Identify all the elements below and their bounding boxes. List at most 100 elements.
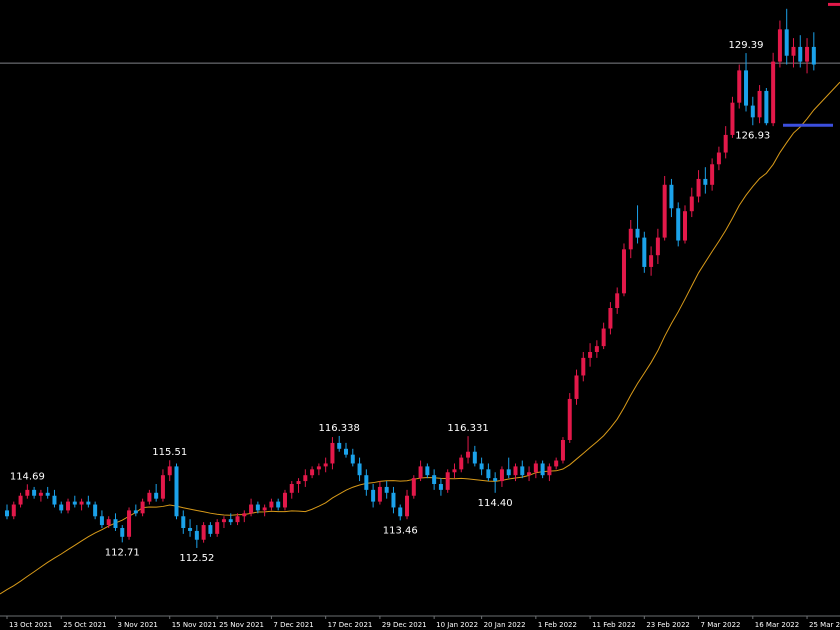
candle-body [594, 346, 599, 352]
candle-body [560, 440, 565, 461]
candle [791, 38, 796, 68]
candle-body [59, 504, 64, 511]
candle [506, 457, 511, 479]
candle [79, 498, 84, 511]
price-label: 116.338 [319, 423, 360, 434]
candle-body [445, 472, 450, 490]
candle-body [194, 530, 199, 540]
candle-body [147, 492, 152, 502]
candle-body [269, 501, 274, 508]
candle [594, 340, 599, 358]
candle-body [106, 519, 111, 526]
candle-body [696, 178, 701, 197]
candle [262, 504, 267, 517]
candle [649, 246, 654, 276]
candle [689, 187, 694, 218]
candle [560, 437, 565, 464]
candle-body [86, 501, 91, 505]
candle [425, 463, 430, 479]
candle-body [330, 442, 335, 464]
candle-body [310, 469, 315, 476]
candle-body [771, 61, 776, 124]
candle [45, 486, 50, 499]
candle [113, 513, 118, 531]
candle [466, 436, 471, 464]
candle-body [459, 457, 464, 470]
candle [621, 243, 626, 297]
candle [127, 507, 132, 540]
candle-body [798, 46, 803, 62]
price-labels: 114.69 112.71 115.51 112.52 116.338 113.46 116… [10, 0, 840, 564]
candle-body [350, 454, 355, 464]
candle [377, 481, 382, 505]
x-axis: 13 Oct 2021 25 Oct 2021 3 Nov 2021 15 Nov 2… [0, 615, 840, 629]
candle [601, 322, 606, 350]
candle-body [418, 466, 423, 479]
price-label: 116.331 [447, 423, 488, 434]
candle-body [649, 255, 654, 267]
candle-body [723, 134, 728, 153]
candle-body [737, 70, 742, 103]
x-tick-label: 25 Oct 2021 [63, 621, 106, 629]
candle-body [655, 237, 660, 256]
candle [547, 463, 552, 482]
candle [811, 32, 816, 71]
candle [757, 85, 762, 124]
candle-body [282, 492, 287, 508]
candle-body [703, 178, 708, 185]
candle-body [805, 46, 810, 62]
candle [703, 167, 708, 194]
x-tick-label: 16 Mar 2022 [755, 621, 799, 629]
price-label: 129.39 [729, 40, 764, 51]
candle-body [472, 451, 477, 464]
candle-body [493, 478, 498, 482]
candle-body [499, 469, 504, 482]
candle [330, 437, 335, 470]
candle-body [791, 46, 796, 56]
candle [93, 501, 98, 520]
candle-body [72, 501, 77, 505]
candle [154, 484, 159, 502]
x-tick-label: 13 Oct 2021 [9, 621, 52, 629]
candle-body [371, 489, 376, 502]
candle-body [676, 208, 681, 241]
candle [303, 469, 308, 487]
candle-body [432, 475, 437, 484]
candle-body [79, 501, 84, 505]
candle-body [405, 495, 410, 517]
candle [452, 463, 457, 479]
candle [777, 20, 782, 68]
price-label: 112.52 [179, 553, 214, 564]
candle [588, 343, 593, 367]
candle-body [588, 352, 593, 358]
candle-body [140, 501, 145, 514]
candle [554, 457, 559, 470]
x-tick-label: 25 Nov 2021 [219, 621, 264, 629]
candle [499, 466, 504, 487]
candle [25, 484, 30, 499]
candle-body [188, 528, 193, 531]
x-tick-label: 7 Mar 2022 [701, 621, 741, 629]
candle [771, 52, 776, 127]
x-tick-label: 15 Nov 2021 [172, 621, 217, 629]
candle [289, 481, 294, 499]
candle-body [25, 489, 30, 496]
candle-body [242, 513, 247, 517]
candle [249, 498, 254, 517]
candle [371, 484, 376, 508]
candle [737, 64, 742, 109]
candle [696, 170, 701, 203]
candle-body [52, 495, 57, 505]
candle [18, 492, 23, 508]
candle-body [642, 237, 647, 267]
candle-body [154, 492, 159, 499]
candle-body [45, 492, 50, 496]
candle [276, 498, 281, 511]
candle-body [398, 507, 403, 517]
candle [72, 495, 77, 508]
candle [174, 463, 179, 520]
candles [5, 8, 816, 548]
candle [662, 176, 667, 241]
candle [533, 460, 538, 479]
candle [445, 469, 450, 493]
